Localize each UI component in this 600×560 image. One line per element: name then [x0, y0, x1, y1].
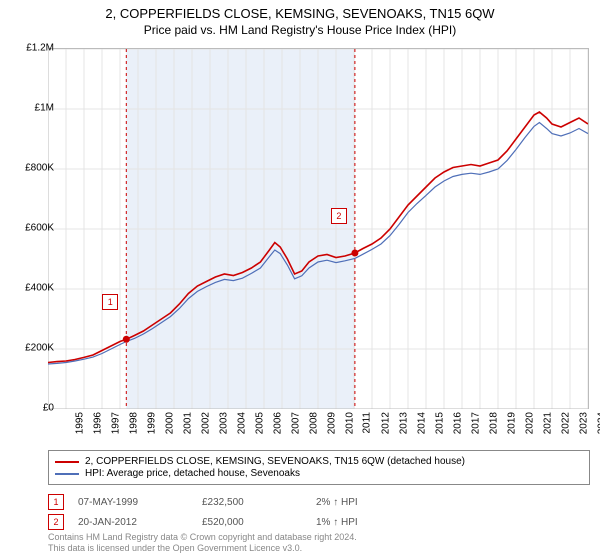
sale-hpi-delta: 1% ↑ HPI	[316, 517, 396, 528]
x-tick-label: 2019	[506, 412, 517, 434]
plot-area	[48, 48, 589, 409]
x-tick-label: 2021	[542, 412, 553, 434]
y-tick-label: £1M	[35, 103, 54, 114]
x-tick-label: 2007	[290, 412, 301, 434]
x-tick-label: 1999	[146, 412, 157, 434]
legend-label-hpi: HPI: Average price, detached house, Seve…	[85, 468, 300, 479]
x-tick-label: 2004	[236, 412, 247, 434]
x-tick-label: 2014	[416, 412, 427, 434]
y-tick-label: £800K	[25, 163, 54, 174]
x-tick-label: 2006	[272, 412, 283, 434]
legend-swatch-hpi	[55, 473, 79, 475]
chart-svg	[48, 49, 588, 409]
legend-label-property: 2, COPPERFIELDS CLOSE, KEMSING, SEVENOAK…	[85, 456, 465, 467]
x-tick-label: 2013	[398, 412, 409, 434]
x-tick-label: 2017	[470, 412, 481, 434]
sale-marker-id: 1	[48, 494, 64, 510]
x-tick-label: 1996	[92, 412, 103, 434]
x-tick-label: 2011	[362, 412, 373, 434]
y-tick-label: £0	[43, 403, 54, 414]
sale-hpi-delta: 2% ↑ HPI	[316, 497, 396, 508]
y-tick-label: £200K	[25, 343, 54, 354]
sale-price: £520,000	[202, 517, 302, 528]
x-tick-label: 2012	[380, 412, 391, 434]
sales-table: 1 07-MAY-1999 £232,500 2% ↑ HPI 2 20-JAN-2012…	[48, 494, 396, 534]
x-tick-label: 2018	[488, 412, 499, 434]
sale-marker-callout: 2	[331, 208, 347, 224]
footnote-line2: This data is licensed under the Open Gov…	[48, 543, 302, 553]
sale-row: 1 07-MAY-1999 £232,500 2% ↑ HPI	[48, 494, 396, 510]
sale-row: 2 20-JAN-2012 £520,000 1% ↑ HPI	[48, 514, 396, 530]
y-tick-label: £600K	[25, 223, 54, 234]
legend-box: 2, COPPERFIELDS CLOSE, KEMSING, SEVENOAK…	[48, 450, 590, 485]
x-tick-label: 2005	[254, 412, 265, 434]
x-tick-label: 2008	[308, 412, 319, 434]
sale-date: 07-MAY-1999	[78, 497, 188, 508]
x-tick-label: 2024	[596, 412, 600, 434]
x-tick-label: 2001	[182, 412, 193, 434]
footnote-line1: Contains HM Land Registry data © Crown c…	[48, 532, 357, 542]
chart-container: 2, COPPERFIELDS CLOSE, KEMSING, SEVENOAK…	[0, 0, 600, 560]
x-tick-label: 2020	[524, 412, 535, 434]
sale-marker-id: 2	[48, 514, 64, 530]
x-tick-label: 2022	[560, 412, 571, 434]
chart-title-address: 2, COPPERFIELDS CLOSE, KEMSING, SEVENOAK…	[0, 0, 600, 21]
legend-row-property: 2, COPPERFIELDS CLOSE, KEMSING, SEVENOAK…	[55, 456, 583, 467]
x-tick-label: 2015	[434, 412, 445, 434]
x-tick-label: 1998	[128, 412, 139, 434]
y-tick-label: £1.2M	[26, 43, 54, 54]
x-tick-label: 2000	[164, 412, 175, 434]
x-tick-label: 1997	[110, 412, 121, 434]
footnote: Contains HM Land Registry data © Crown c…	[48, 532, 357, 554]
legend-row-hpi: HPI: Average price, detached house, Seve…	[55, 468, 583, 479]
sale-marker-callout: 1	[102, 294, 118, 310]
chart-subtitle: Price paid vs. HM Land Registry's House …	[0, 21, 600, 37]
sale-date: 20-JAN-2012	[78, 517, 188, 528]
x-tick-label: 2016	[452, 412, 463, 434]
x-tick-label: 2002	[200, 412, 211, 434]
x-tick-label: 2003	[218, 412, 229, 434]
x-tick-label: 2009	[326, 412, 337, 434]
y-tick-label: £400K	[25, 283, 54, 294]
sale-price: £232,500	[202, 497, 302, 508]
legend-swatch-property	[55, 461, 79, 463]
x-tick-label: 1995	[74, 412, 85, 434]
x-tick-label: 2010	[344, 412, 355, 434]
x-tick-label: 2023	[578, 412, 589, 434]
